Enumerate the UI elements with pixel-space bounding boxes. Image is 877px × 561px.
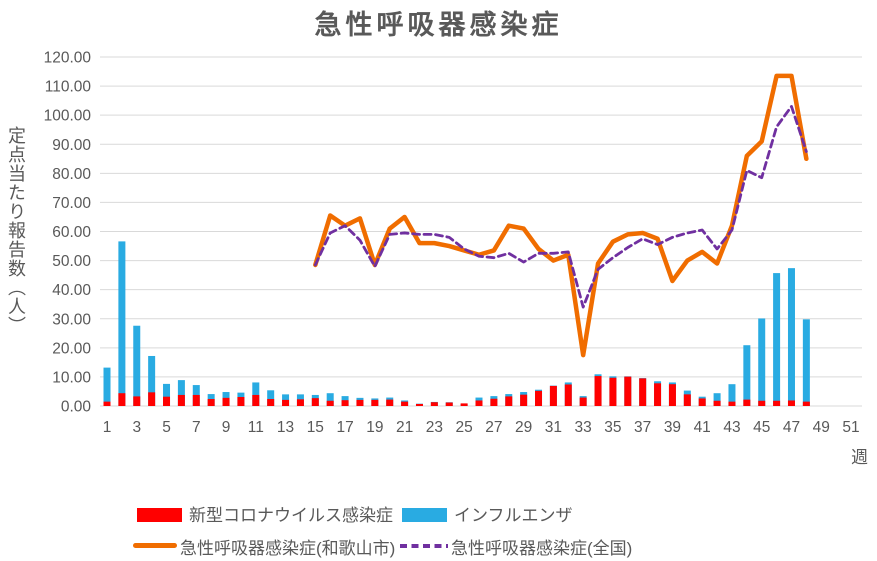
svg-text:10.00: 10.00: [52, 369, 91, 386]
svg-text:33: 33: [575, 419, 592, 436]
svg-text:7: 7: [192, 419, 201, 436]
svg-text:60.00: 60.00: [52, 224, 91, 241]
svg-text:17: 17: [336, 419, 353, 436]
svg-text:45: 45: [753, 419, 770, 436]
svg-text:110.00: 110.00: [45, 79, 92, 96]
svg-text:51: 51: [842, 419, 859, 436]
svg-text:30.00: 30.00: [52, 311, 91, 328]
svg-text:80.00: 80.00: [52, 166, 91, 183]
national-line-legend-swatch-icon: [400, 544, 448, 548]
svg-text:120.00: 120.00: [44, 50, 92, 67]
svg-text:1: 1: [103, 419, 112, 436]
svg-text:19: 19: [366, 419, 383, 436]
svg-text:50.00: 50.00: [52, 253, 91, 270]
flu-legend-label: インフルエンザ: [454, 506, 573, 525]
svg-text:9: 9: [222, 419, 231, 436]
svg-text:35: 35: [604, 419, 621, 436]
svg-text:100.00: 100.00: [44, 108, 92, 125]
covid-legend-swatch-icon: [137, 508, 182, 522]
svg-text:39: 39: [664, 419, 681, 436]
wakayama-legend-label: 急性呼吸器感染症(和歌山市): [180, 539, 396, 558]
svg-text:43: 43: [723, 419, 740, 436]
flu-legend-swatch-icon: [402, 508, 447, 522]
svg-text:41: 41: [694, 419, 711, 436]
svg-text:15: 15: [307, 419, 324, 436]
y-axis-title: 定点当たり報告数（人）: [6, 126, 26, 335]
svg-text:70.00: 70.00: [52, 195, 91, 212]
svg-text:31: 31: [545, 419, 562, 436]
svg-text:29: 29: [515, 419, 532, 436]
svg-text:5: 5: [162, 419, 171, 436]
svg-text:3: 3: [132, 419, 141, 436]
svg-text:25: 25: [455, 419, 472, 436]
svg-text:11: 11: [248, 419, 264, 436]
svg-text:13: 13: [277, 419, 294, 436]
covid-legend-label: 新型コロナウイルス感染症: [189, 506, 393, 525]
wakayama-line-legend-swatch-icon: [133, 543, 177, 548]
svg-text:21: 21: [396, 419, 413, 436]
svg-text:23: 23: [426, 419, 443, 436]
svg-text:40.00: 40.00: [52, 282, 91, 299]
chart-title: 急性呼吸器感染症: [314, 10, 563, 40]
national-legend-label: 急性呼吸器感染症(全国): [451, 539, 633, 558]
svg-text:20.00: 20.00: [52, 340, 91, 357]
svg-text:49: 49: [813, 419, 830, 436]
svg-text:37: 37: [634, 419, 651, 436]
x-axis-title: 週: [851, 448, 868, 467]
svg-text:0.00: 0.00: [61, 399, 92, 416]
svg-text:27: 27: [485, 419, 502, 436]
svg-text:47: 47: [783, 419, 800, 436]
svg-text:90.00: 90.00: [52, 137, 91, 154]
